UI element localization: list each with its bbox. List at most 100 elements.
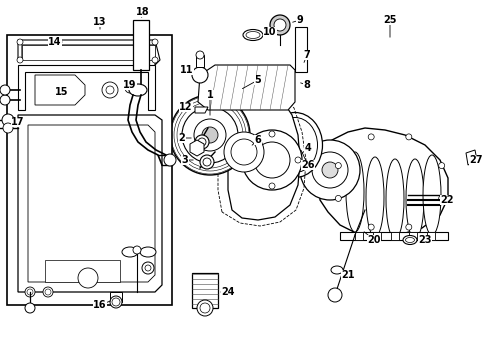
Polygon shape [18,115,162,292]
Circle shape [133,246,141,254]
Circle shape [145,265,151,271]
Circle shape [200,155,214,169]
Bar [294,27,306,72]
Circle shape [152,39,158,45]
Text: 2: 2 [178,133,185,143]
Text: 4: 4 [304,143,311,153]
Text: 27: 27 [468,155,482,165]
Ellipse shape [272,117,317,172]
Circle shape [112,298,120,306]
Circle shape [335,163,341,168]
Polygon shape [465,150,476,165]
Circle shape [224,132,264,172]
Bar [196,55,203,67]
Circle shape [200,303,209,313]
Bar [372,232,380,240]
Circle shape [273,19,285,31]
Polygon shape [339,232,447,240]
Ellipse shape [122,247,138,257]
Circle shape [242,130,302,190]
Bar [408,232,416,240]
Circle shape [142,262,154,274]
Polygon shape [35,75,85,105]
Ellipse shape [243,30,263,41]
Bar [133,20,149,70]
Text: 9: 9 [296,15,303,25]
Text: 8: 8 [303,80,310,90]
Circle shape [321,162,337,178]
Text: 6: 6 [254,135,261,145]
Circle shape [203,158,210,166]
Circle shape [102,82,118,98]
Circle shape [311,152,347,188]
Polygon shape [28,125,155,282]
Text: 3: 3 [181,155,188,165]
Text: 20: 20 [366,235,380,245]
Circle shape [192,67,207,83]
Circle shape [195,135,208,149]
Circle shape [243,157,248,163]
Circle shape [230,139,257,165]
Polygon shape [198,65,294,110]
Polygon shape [190,140,203,156]
Circle shape [438,163,444,168]
Circle shape [106,86,114,94]
Circle shape [294,157,301,163]
Circle shape [78,268,98,288]
Polygon shape [22,45,155,60]
Circle shape [2,114,14,126]
Circle shape [43,287,53,297]
Circle shape [268,183,274,189]
Text: 24: 24 [221,287,234,297]
Text: 21: 21 [341,270,354,280]
Text: 15: 15 [55,87,69,97]
Circle shape [327,288,341,302]
Text: 18: 18 [136,7,149,17]
Circle shape [253,142,289,178]
Text: 13: 13 [93,17,106,27]
Circle shape [170,95,249,175]
Text: 16: 16 [93,300,106,310]
Ellipse shape [346,152,363,232]
Circle shape [196,51,203,59]
Text: 25: 25 [383,15,396,25]
Ellipse shape [385,159,403,239]
Circle shape [268,131,274,137]
Bar [192,273,218,308]
Circle shape [125,83,135,93]
Text: 22: 22 [439,195,453,205]
Bar [354,232,362,240]
Circle shape [182,107,238,163]
Text: 10: 10 [263,27,276,37]
Polygon shape [18,40,160,65]
Circle shape [367,134,373,140]
Text: 23: 23 [417,235,431,245]
Polygon shape [195,107,207,113]
Circle shape [194,119,225,151]
Circle shape [299,140,359,200]
Bar [426,232,434,240]
Circle shape [198,138,205,146]
Circle shape [25,303,35,313]
Ellipse shape [402,235,416,244]
Circle shape [110,296,122,308]
Ellipse shape [267,112,322,177]
Circle shape [335,195,341,201]
Circle shape [405,224,411,230]
Circle shape [197,300,213,316]
Circle shape [27,289,33,295]
Ellipse shape [330,266,342,274]
Circle shape [25,287,35,297]
Text: 11: 11 [180,65,193,75]
Ellipse shape [245,32,260,39]
Ellipse shape [405,238,414,243]
Text: 12: 12 [179,102,192,112]
Circle shape [0,85,10,95]
Bar [390,232,398,240]
Text: 19: 19 [123,80,137,90]
Ellipse shape [365,157,383,237]
Circle shape [202,127,218,143]
Circle shape [152,57,158,63]
Circle shape [269,15,289,35]
Ellipse shape [129,84,147,96]
